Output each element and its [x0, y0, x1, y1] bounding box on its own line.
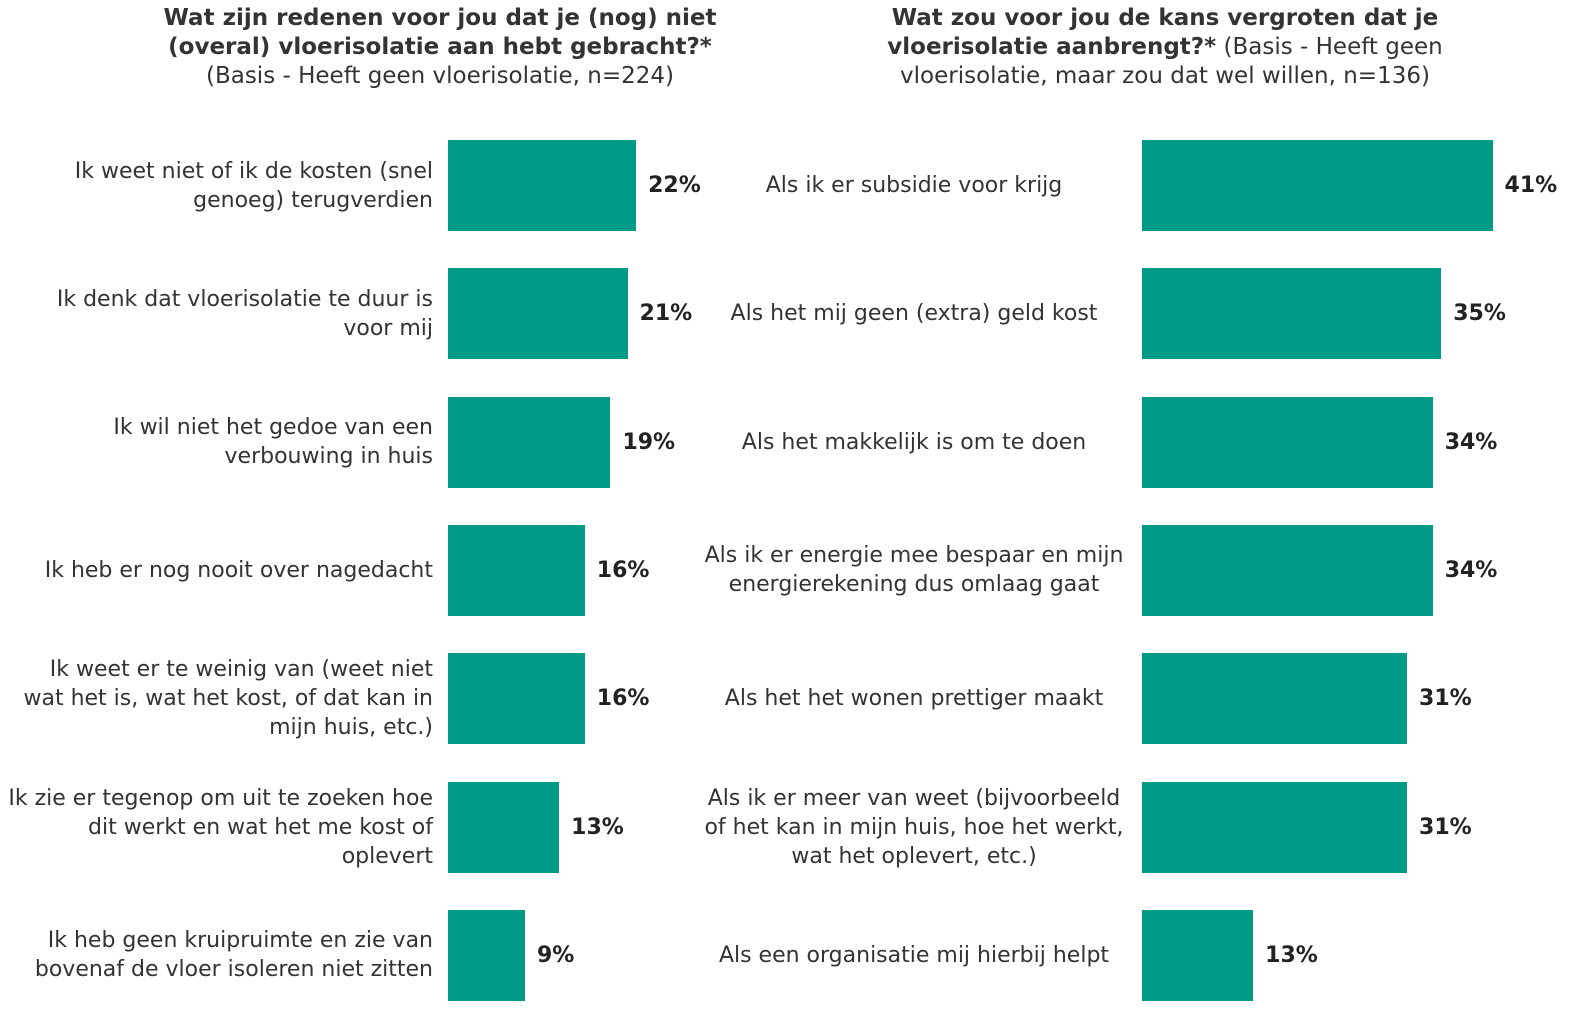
- category-label: Ik heb geen kruipruimte en zie van boven…: [34, 928, 433, 983]
- bar: [448, 268, 628, 360]
- category-label: Ik heb er nog nooit over nagedacht: [44, 557, 433, 583]
- bar: [1142, 653, 1408, 745]
- category-label: Ik weet er te weinig van (weet niet wat …: [23, 657, 433, 741]
- chart-title-block: Wat zijn redenen voor jou dat je (nog) n…: [120, 4, 760, 91]
- bar: [448, 781, 560, 873]
- category-label: Als het het wonen prettiger maakt: [724, 686, 1104, 712]
- chart-title: Wat zijn redenen voor jou dat je (nog) n…: [163, 5, 717, 60]
- category-label: Als ik er meer van weet (bijvoorbeeld of…: [704, 785, 1124, 869]
- value-label: 13%: [571, 814, 624, 840]
- category-label: Als het mij geen (extra) geld kost: [730, 301, 1098, 327]
- bar: [1142, 909, 1254, 1001]
- category-label: Ik weet niet of ik de kosten (snel genoe…: [74, 158, 433, 213]
- chart-title: Wat zou voor jou de kans vergroten dat j…: [887, 5, 1439, 60]
- value-label: 22%: [648, 173, 701, 198]
- value-label: 13%: [1265, 942, 1318, 968]
- bar: [1142, 524, 1433, 616]
- value-label: 31%: [1419, 686, 1472, 712]
- bar: [448, 524, 585, 616]
- bar: [1142, 140, 1493, 231]
- value-label: 41%: [1504, 173, 1558, 198]
- bar: [1142, 268, 1442, 360]
- bar: [448, 396, 611, 488]
- bar: [448, 140, 637, 231]
- value-label: 16%: [596, 557, 650, 583]
- bar: [1142, 396, 1433, 488]
- bar: [448, 909, 525, 1001]
- value-label: 31%: [1419, 814, 1472, 840]
- category-label: Als een organisatie mij hierbij helpt: [718, 942, 1110, 968]
- value-label: 16%: [596, 686, 650, 712]
- value-label: 21%: [639, 301, 693, 327]
- value-label: 19%: [622, 429, 676, 455]
- value-label: 34%: [1444, 557, 1498, 583]
- value-label: 34%: [1444, 429, 1498, 455]
- value-label: 35%: [1453, 301, 1506, 327]
- category-label: Als het makkelijk is om te doen: [741, 429, 1087, 455]
- category-label: Ik denk dat vloerisolatie te duur is voo…: [56, 286, 433, 341]
- chart-title-block: Wat zou voor jou de kans vergroten dat j…: [810, 4, 1520, 91]
- bar: [448, 653, 585, 745]
- category-label: Als ik er energie mee bespaar en mijn en…: [704, 543, 1124, 598]
- chart-subtitle: (Basis - Heeft geen vloerisolatie, maar …: [900, 34, 1443, 89]
- value-label: 9%: [536, 942, 575, 968]
- chart-subtitle: (Basis - Heeft geen vloerisolatie, n=224…: [205, 63, 675, 89]
- category-label: Als ik er subsidie voor krijg: [765, 173, 1063, 198]
- bar: [1142, 781, 1408, 873]
- category-label: Ik zie er tegenop om uit te zoeken hoe d…: [8, 785, 433, 869]
- category-label: Ik wil niet het gedoe van een verbouwing…: [113, 415, 433, 470]
